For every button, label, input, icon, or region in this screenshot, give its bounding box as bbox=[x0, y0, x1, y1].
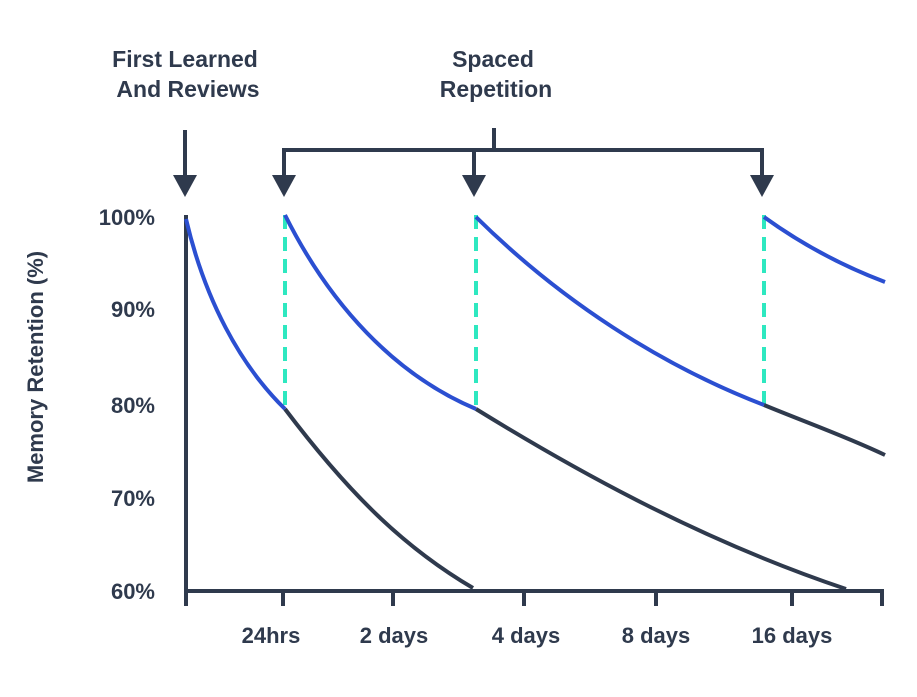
x-tick-label-16-days: 16 days bbox=[752, 623, 833, 648]
forgetting-curve-review-2 bbox=[763, 403, 886, 457]
arrow-down-icon bbox=[272, 175, 296, 197]
x-tick-label-2-days: 2 days bbox=[360, 623, 429, 648]
retention-curve-review-1 bbox=[283, 214, 477, 411]
y-tick-label-80: 80% bbox=[111, 393, 155, 418]
forgetting-curve-review-1 bbox=[474, 407, 847, 591]
annotation-first-learned-line2: And Reviews bbox=[116, 76, 259, 102]
y-tick-label-60: 60% bbox=[111, 579, 155, 604]
arrow-down-icon bbox=[173, 175, 197, 197]
arrow-down-icon bbox=[462, 175, 486, 197]
x-tick-label-24hrs: 24hrs bbox=[242, 623, 301, 648]
annotation-spaced-line2: Repetition bbox=[440, 76, 552, 102]
x-tick-label-8-days: 8 days bbox=[622, 623, 691, 648]
annotation-spaced-line1: Spaced bbox=[452, 46, 534, 72]
arrow-down-icon bbox=[750, 175, 774, 197]
retention-curve-review-2 bbox=[474, 215, 765, 407]
y-axis-title: Memory Retention (%) bbox=[23, 251, 48, 483]
retention-curve-initial bbox=[184, 218, 287, 411]
x-tick-label-4-days: 4 days bbox=[492, 623, 561, 648]
y-tick-label-90: 90% bbox=[111, 297, 155, 322]
forgetting-curve-initial bbox=[283, 407, 475, 590]
spaced-repetition-bracket bbox=[282, 148, 764, 178]
annotation-first-learned-line1: First Learned bbox=[112, 46, 258, 72]
retention-curve-review-3 bbox=[762, 215, 886, 284]
y-tick-label-100: 100% bbox=[99, 205, 155, 230]
y-tick-label-70: 70% bbox=[111, 486, 155, 511]
